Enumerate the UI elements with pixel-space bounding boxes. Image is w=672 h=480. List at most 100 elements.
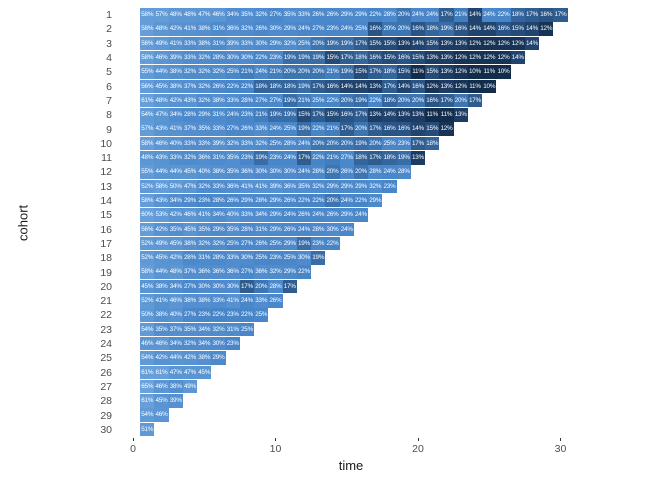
cohort-cell: 16% <box>425 93 440 108</box>
cohort-cell: 31% <box>254 222 269 236</box>
cohort-cell: 46% <box>154 136 169 151</box>
cohort-cell: 61% <box>140 93 155 108</box>
cohort-cell: 52% <box>140 251 155 265</box>
cohort-cell: 37% <box>168 322 183 337</box>
cohort-cell: 23% <box>268 151 283 165</box>
cohort-cell: 24% <box>410 8 426 22</box>
cohort-cell: 13% <box>439 79 454 93</box>
cohort-cell: 14% <box>467 22 483 36</box>
cohort-cell: 48% <box>154 22 169 36</box>
cohort-cell: 42% <box>182 351 198 365</box>
cohort-cell: 30% <box>239 50 255 65</box>
cohort-cell: 54% <box>140 322 155 337</box>
cohort-cell: 49% <box>182 379 198 394</box>
cohort-cell: 36% <box>197 151 212 165</box>
cohort-cell: 50% <box>140 308 155 322</box>
cohort-cell: 38% <box>168 379 183 394</box>
cohort-cell: 10% <box>496 65 511 79</box>
cohort-cell: 34% <box>197 322 212 337</box>
cohort-cell: 29% <box>239 193 255 208</box>
cohort-cell: 41% <box>168 36 183 51</box>
cohort-cell: 30% <box>325 222 340 236</box>
y-tick-label: 30 <box>100 423 112 436</box>
cohort-cell: 36% <box>254 265 269 279</box>
cohort-cell: 24% <box>268 122 283 136</box>
cohort-cell: 20% <box>396 22 411 36</box>
cohort-cell: 25% <box>268 236 283 251</box>
cohort-cell: 41% <box>197 208 212 222</box>
cohort-cell: 29% <box>268 222 283 236</box>
cohort-cell: 46% <box>140 336 155 351</box>
cohort-cell: 47% <box>182 179 198 194</box>
cohort-cell: 32% <box>197 79 212 93</box>
cohort-cell: 19% <box>254 151 269 165</box>
cohort-cell: 38% <box>197 351 212 365</box>
cohort-cell: 47% <box>168 365 183 379</box>
y-tick-label: 12 <box>100 166 112 179</box>
cohort-cell: 33% <box>211 294 226 308</box>
cohort-cell: 16% <box>368 22 383 36</box>
y-tick-label: 9 <box>106 123 112 136</box>
cohort-cell: 32% <box>211 322 226 337</box>
cohort-cell: 36% <box>197 265 212 279</box>
cohort-cell: 12% <box>539 22 554 36</box>
cohort-cell: 58% <box>140 265 155 279</box>
cohort-cell: 58% <box>140 22 155 36</box>
cohort-cell: 14% <box>510 50 525 65</box>
cohort-cell: 22% <box>368 8 383 22</box>
cohort-cell: 19% <box>268 108 283 122</box>
cohort-cell: 25% <box>225 236 240 251</box>
cohort-cell: 44% <box>154 265 169 279</box>
cohort-cell: 35% <box>239 8 255 22</box>
cohort-cell: 12% <box>496 36 511 51</box>
cohort-cell: 13% <box>410 108 426 122</box>
cohort-cell: 17% <box>410 136 426 151</box>
cohort-cell: 38% <box>182 294 198 308</box>
cohort-cell: 12% <box>425 79 440 93</box>
cohort-cell: 25% <box>296 36 312 51</box>
cohort-cell: 16% <box>496 22 511 36</box>
cohort-cell: 30% <box>268 165 283 179</box>
cohort-cell: 33% <box>225 251 240 265</box>
cohort-cell: 56% <box>140 79 155 93</box>
cohort-cell: 31% <box>211 22 226 36</box>
cohort-cell: 38% <box>168 65 183 79</box>
cohort-cell: 35% <box>154 322 169 337</box>
cohort-cell: 32% <box>182 151 198 165</box>
cohort-cell: 24% <box>382 165 397 179</box>
cohort-cell: 12% <box>467 36 483 51</box>
cohort-cell: 29% <box>325 179 340 194</box>
cohort-cell: 22% <box>311 151 326 165</box>
cohort-cell: 54% <box>140 351 155 365</box>
cohort-cell: 35% <box>296 179 312 194</box>
cohort-cell: 11% <box>439 108 454 122</box>
cohort-cell: 32% <box>197 236 212 251</box>
cohort-cell: 28% <box>368 165 383 179</box>
cohort-cell: 28% <box>254 193 269 208</box>
cohort-cell: 31% <box>211 151 226 165</box>
cohort-cell: 36% <box>239 165 255 179</box>
cohort-cell: 36% <box>225 179 240 194</box>
cohort-cell: 30% <box>197 279 212 294</box>
y-tick-label: 10 <box>100 137 112 150</box>
cohort-cell: 23% <box>396 136 411 151</box>
y-tick-label: 6 <box>106 80 112 93</box>
cohort-cell: 10% <box>482 79 497 93</box>
cohort-cell: 23% <box>382 179 397 194</box>
cohort-cell: 18% <box>353 151 369 165</box>
cohort-cell: 24% <box>225 108 240 122</box>
cohort-cell: 11% <box>410 65 426 79</box>
cohort-cell: 26% <box>211 79 226 93</box>
cohort-cell: 45% <box>168 236 183 251</box>
cohort-cell: 33% <box>239 208 255 222</box>
x-axis-label: time <box>338 458 364 473</box>
cohort-cell: 26% <box>296 208 312 222</box>
cohort-cell: 16% <box>539 8 554 22</box>
cohort-cell: 44% <box>154 65 169 79</box>
x-tick-mark <box>132 438 134 441</box>
cohort-cell: 32% <box>282 36 297 51</box>
cohort-cell: 26% <box>225 193 240 208</box>
cohort-cell: 15% <box>368 36 383 51</box>
cohort-cell: 22% <box>353 193 369 208</box>
cohort-cell: 14% <box>524 22 540 36</box>
